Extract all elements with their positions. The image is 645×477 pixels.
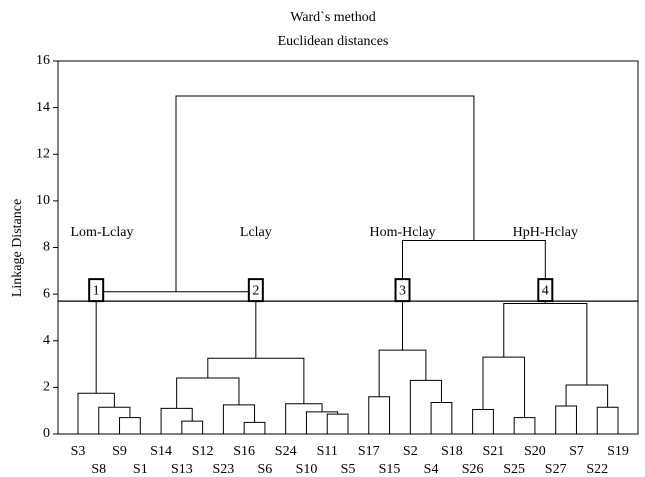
link [555, 405, 577, 434]
link [222, 404, 256, 434]
y-tick-label: 0 [43, 426, 50, 441]
chart-title: Ward`s method [290, 10, 376, 25]
leaf-label: S15 [379, 462, 401, 477]
leaf-label: S22 [586, 462, 608, 477]
leaf-label: S13 [171, 462, 193, 477]
link [95, 291, 257, 394]
leaf-label: S25 [503, 462, 525, 477]
plot-frame [57, 60, 639, 435]
y-tick-label: 16 [36, 53, 50, 68]
link [243, 421, 266, 434]
cluster-name: Lom-Lclay [71, 225, 134, 240]
leaf-label: S24 [275, 444, 297, 459]
leaf-label: S16 [233, 444, 255, 459]
leaf-label: S14 [150, 444, 172, 459]
link [513, 417, 536, 434]
leaf-label: S21 [482, 444, 504, 459]
leaf-label: S9 [112, 444, 127, 459]
cluster-number: 2 [252, 283, 259, 298]
leaf-label: S7 [569, 444, 584, 459]
link [207, 357, 305, 404]
cluster-name: Lclay [240, 225, 272, 240]
link [326, 413, 349, 434]
cluster-box [88, 278, 105, 303]
cluster-number: 3 [399, 283, 406, 298]
y-tick-label: 14 [36, 100, 50, 115]
leaf-label: S12 [192, 444, 214, 459]
leaf-label: S23 [212, 462, 234, 477]
leaf-label: S10 [296, 462, 318, 477]
link [176, 377, 240, 409]
link [305, 411, 339, 434]
y-tick-label: 2 [43, 380, 50, 395]
chart-subtitle: Euclidean distances [278, 34, 389, 49]
cluster-number: 4 [542, 283, 549, 298]
leaf-label: S2 [403, 444, 418, 459]
link [378, 349, 427, 397]
y-tick-label: 12 [36, 146, 50, 161]
y-tick-label: 10 [36, 193, 50, 208]
link [285, 403, 323, 434]
link [98, 406, 131, 434]
leaf-label: S26 [462, 462, 484, 477]
link [77, 392, 115, 434]
y-tick-label: 6 [43, 286, 50, 301]
leaf-label: S11 [317, 444, 338, 459]
link [409, 379, 442, 434]
y-tick-label: 4 [43, 333, 50, 348]
link [402, 240, 546, 351]
link [565, 384, 609, 408]
link [119, 417, 141, 434]
leaf-label: S3 [71, 444, 86, 459]
leaf-label: S5 [341, 462, 356, 477]
cluster-name: Hom-Hclay [369, 225, 435, 240]
link [503, 302, 588, 386]
leaf-label: S20 [524, 444, 546, 459]
cluster-number: 1 [93, 283, 100, 298]
leaf-label: S18 [441, 444, 463, 459]
cluster-name: HpH-Hclay [513, 225, 578, 240]
link [472, 409, 494, 434]
link [430, 402, 453, 434]
link [596, 406, 619, 434]
leaf-label: S8 [91, 462, 106, 477]
leaf-label: S4 [424, 462, 439, 477]
leaf-label: S27 [545, 462, 567, 477]
leaf-label: S17 [358, 444, 380, 459]
y-tick-label: 8 [43, 240, 50, 255]
link [181, 420, 204, 434]
leaf-label: S1 [133, 462, 148, 477]
leaf-label: S19 [607, 444, 629, 459]
y-axis-label: Linkage Distance [10, 199, 25, 297]
link [175, 95, 475, 292]
cluster-box [394, 278, 411, 303]
leaf-label: S6 [258, 462, 273, 477]
cluster-box [247, 278, 264, 303]
link [368, 396, 391, 434]
link [482, 356, 526, 418]
cluster-box [537, 278, 554, 303]
